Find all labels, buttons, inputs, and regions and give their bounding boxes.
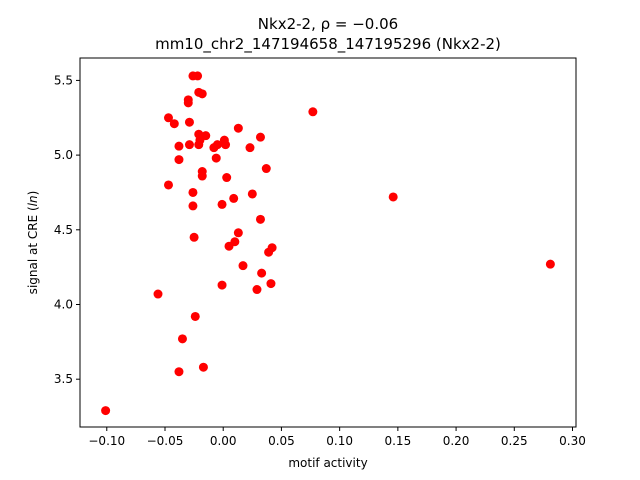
data-point-42: [245, 143, 255, 153]
x-tick-label: 0.10: [326, 434, 353, 448]
data-point-35: [222, 173, 232, 183]
data-point-47: [257, 268, 267, 278]
data-point-54: [545, 259, 555, 269]
data-point-32: [217, 280, 227, 290]
y-axis-label: signal at CRE (ln): [26, 191, 40, 295]
data-point-53: [388, 192, 398, 202]
y-tick-label: 4.5: [54, 223, 73, 237]
y-axis-label-italic: ln: [26, 195, 40, 206]
x-axis-ticks: −0.10 −0.05 0.00 0.05 0.10 0.15 0.20 0.25 0.30: [88, 427, 586, 448]
data-point-29: [211, 153, 221, 163]
data-point-3: [163, 180, 173, 190]
y-tick-label: 3.5: [54, 372, 73, 386]
data-point-2: [163, 113, 173, 123]
data-point-40: [233, 228, 243, 238]
data-point-17: [190, 311, 200, 321]
data-point-12: [184, 140, 194, 150]
y-axis-label-suffix: ): [26, 191, 40, 196]
x-tick-label: 0.25: [501, 434, 528, 448]
data-point-8: [177, 334, 187, 344]
x-tick-label: 0.15: [384, 434, 411, 448]
data-point-16: [189, 232, 199, 242]
data-point-46: [255, 214, 265, 224]
x-tick-label: 0.20: [443, 434, 470, 448]
data-points: [101, 71, 555, 416]
x-axis-label: motif activity: [288, 456, 367, 470]
data-point-39: [233, 123, 243, 133]
chart-title-line-2: mm10_chr2_147194658_147195296 (Nkx2-2): [155, 35, 501, 54]
y-tick-label: 4.0: [54, 297, 73, 311]
x-tick-label: −0.10: [88, 434, 125, 448]
y-axis-ticks: 3.5 4.0 4.5 5.0 5.5: [54, 73, 80, 386]
y-tick-label: 5.0: [54, 148, 73, 162]
data-point-6: [174, 155, 184, 165]
x-tick-label: −0.05: [147, 434, 184, 448]
data-point-10: [183, 98, 193, 108]
data-point-41: [238, 261, 248, 271]
data-point-27: [201, 131, 211, 141]
data-point-34: [221, 140, 231, 150]
plot-area-frame: [79, 57, 577, 428]
data-point-44: [252, 285, 262, 295]
data-point-26: [198, 362, 208, 372]
data-point-1: [153, 289, 163, 299]
data-point-30: [212, 140, 222, 150]
data-point-50: [266, 279, 276, 289]
data-point-15: [188, 201, 198, 211]
data-point-43: [247, 189, 257, 199]
data-point-14: [188, 187, 198, 197]
data-point-25: [197, 171, 207, 181]
data-point-18: [193, 71, 203, 81]
data-point-4: [169, 119, 179, 129]
data-point-48: [261, 164, 271, 174]
data-point-7: [174, 367, 184, 377]
x-tick-label: 0.05: [268, 434, 295, 448]
data-point-45: [255, 132, 265, 142]
x-tick-label: 0.00: [210, 434, 237, 448]
data-point-52: [308, 107, 318, 117]
y-tick-label: 5.5: [54, 73, 73, 87]
x-tick-label: 0.30: [559, 434, 586, 448]
data-point-5: [174, 141, 184, 151]
y-axis-label-prefix: signal at CRE (: [26, 206, 40, 294]
data-point-0: [101, 406, 111, 416]
data-point-37: [229, 193, 239, 203]
data-point-38: [230, 237, 240, 247]
data-point-11: [184, 117, 194, 127]
data-point-31: [217, 199, 227, 209]
data-point-51: [267, 243, 277, 253]
data-point-23: [197, 89, 207, 99]
chart-title-line-1: Nkx2-2, ρ = −0.06: [258, 15, 398, 33]
